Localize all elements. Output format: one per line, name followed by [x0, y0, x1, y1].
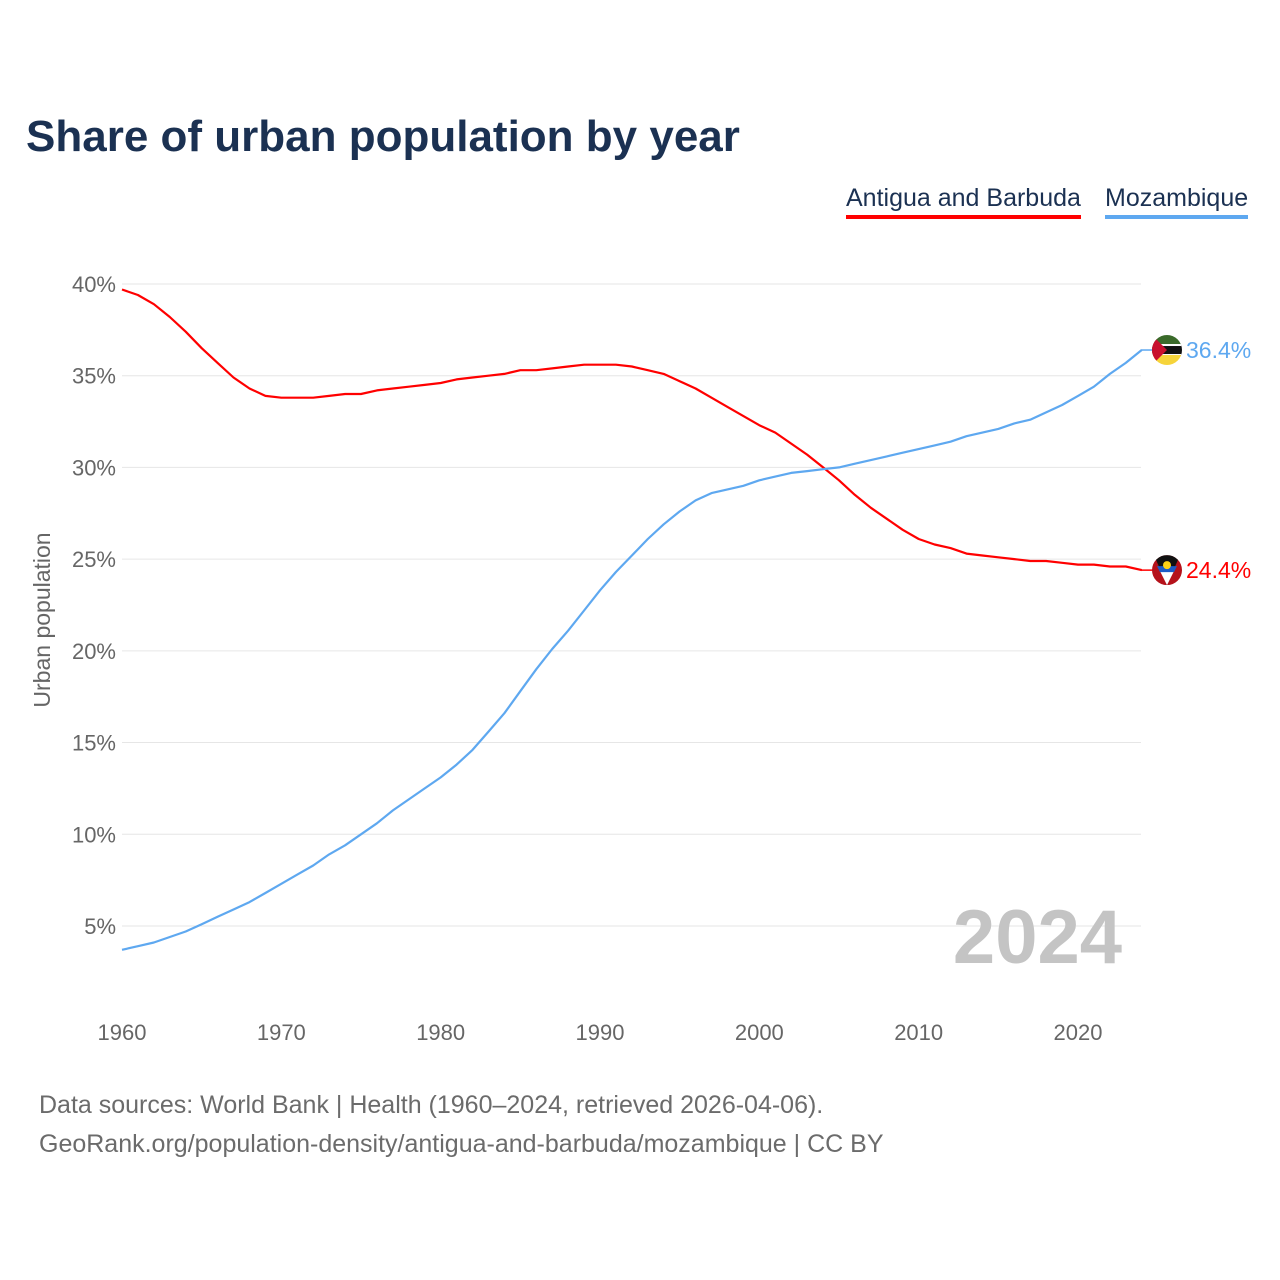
legend-item-antigua[interactable]: Antigua and Barbuda — [846, 184, 1081, 219]
year-annotation: 2024 — [953, 895, 1122, 980]
y-tick-label: 15% — [72, 731, 116, 756]
y-tick-label: 30% — [72, 455, 116, 480]
y-axis-label: Urban population — [29, 532, 55, 707]
y-tick-label: 5% — [84, 914, 116, 939]
x-tick-label: 2020 — [1054, 1020, 1103, 1045]
x-tick-label: 1960 — [98, 1020, 147, 1045]
x-tick-label: 2010 — [894, 1020, 943, 1045]
end-value-label: 36.4% — [1186, 337, 1251, 363]
y-tick-label: 40% — [72, 272, 116, 297]
mozambique-flag-icon — [1152, 335, 1182, 366]
x-tick-label: 1980 — [416, 1020, 465, 1045]
chart-title: Share of urban population by year — [26, 112, 740, 161]
source-text: Data sources: World Bank | Health (1960–… — [39, 1091, 824, 1119]
y-tick-label: 25% — [72, 547, 116, 572]
footer: Data sources: World Bank | Health (1960–… — [39, 1086, 884, 1164]
legend-item-mozambique[interactable]: Mozambique — [1105, 184, 1249, 219]
x-tick-label: 1970 — [257, 1020, 306, 1045]
x-tick-label: 1990 — [576, 1020, 625, 1045]
end-value-label: 24.4% — [1186, 557, 1251, 583]
series-line-mozambique — [121, 349, 1143, 951]
y-tick-label: 20% — [72, 639, 116, 664]
attribution-text: GeoRank.org/population-density/antigua-a… — [39, 1130, 884, 1158]
y-tick-label: 35% — [72, 364, 116, 389]
x-tick-label: 2000 — [735, 1020, 784, 1045]
antigua-flag-icon — [1152, 555, 1182, 586]
series-line-antigua — [121, 288, 1142, 572]
y-tick-label: 10% — [72, 822, 116, 847]
